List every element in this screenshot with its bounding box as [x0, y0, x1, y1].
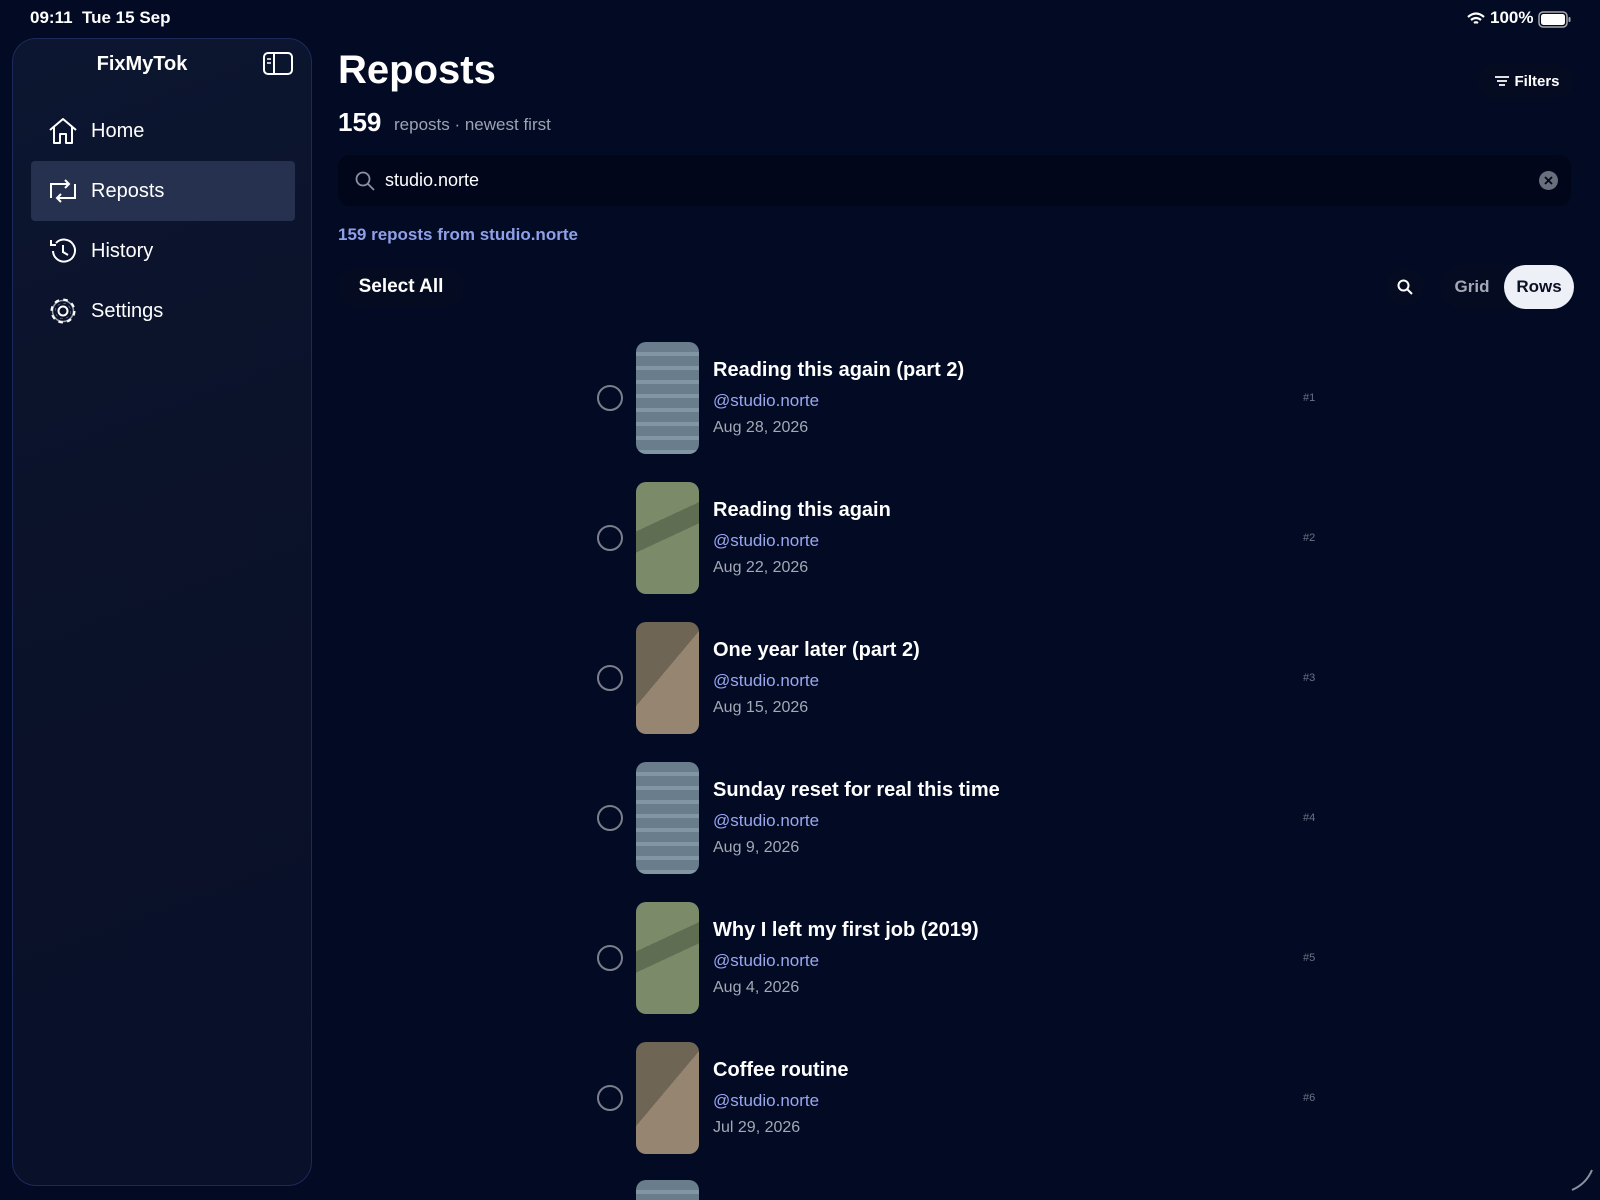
page-title: Reposts — [338, 48, 496, 92]
repost-handle: @studio.norte — [713, 1091, 820, 1110]
repost-icon — [50, 179, 76, 203]
select-radio[interactable] — [597, 805, 623, 831]
thumbnail[interactable] — [636, 1042, 699, 1154]
nav-item[interactable]: Reposts — [31, 161, 295, 221]
repost-count: 159 — [338, 107, 382, 137]
history-icon — [50, 238, 76, 263]
nav-label: History — [91, 239, 154, 262]
repost-index: #4 — [1303, 812, 1316, 824]
repost-index: #2 — [1303, 532, 1316, 544]
app-name: FixMyTok — [96, 53, 188, 75]
wifi-icon — [1467, 12, 1485, 24]
sidebar-toggle[interactable] — [262, 51, 294, 77]
thumbnail[interactable] — [636, 902, 699, 1014]
select-radio[interactable] — [597, 385, 623, 411]
search-query: studio.norte — [385, 170, 480, 190]
subtitle: reposts · newest first — [394, 115, 551, 134]
view-toggle: Grid Rows — [1440, 265, 1574, 309]
status-date: Tue 15 Sep — [82, 8, 171, 27]
thumbnail[interactable] — [636, 482, 699, 594]
settings-icon — [50, 298, 76, 324]
repost-date: Aug 4, 2026 — [713, 979, 800, 996]
search-icon — [355, 171, 375, 191]
nav-label: Settings — [91, 299, 164, 322]
repost-title[interactable]: Reading this again (part 2) — [713, 359, 965, 381]
repost-index: #3 — [1303, 672, 1316, 684]
status-time: 09:11 — [30, 8, 73, 27]
repost-handle: @studio.norte — [713, 811, 820, 830]
home-icon — [49, 118, 77, 144]
battery-icon — [1538, 11, 1571, 28]
nav-label: Reposts — [91, 179, 165, 202]
select-radio[interactable] — [597, 525, 623, 551]
thumbnail[interactable] — [636, 622, 699, 734]
repost-date: Aug 15, 2026 — [713, 699, 809, 716]
repost-title[interactable]: One year later (part 2) — [713, 639, 920, 661]
repost-index: #1 — [1303, 392, 1316, 404]
repost-handle: @studio.norte — [713, 531, 820, 550]
repost-title[interactable]: Sunday reset for real this time — [713, 779, 1000, 801]
select-radio[interactable] — [597, 945, 623, 971]
view-option-active[interactable]: Rows — [1504, 265, 1574, 309]
repost-title[interactable]: Coffee routine — [713, 1059, 849, 1081]
repost-handle: @studio.norte — [713, 671, 820, 690]
repost-date: Aug 9, 2026 — [713, 839, 800, 856]
repost-title[interactable]: Reading this again — [713, 499, 891, 521]
repost-handle: @studio.norte — [713, 951, 820, 970]
select-radio[interactable] — [597, 665, 623, 691]
repost-date: Aug 28, 2026 — [713, 419, 809, 436]
thumbnail[interactable] — [636, 342, 699, 454]
thumbnail[interactable] — [636, 762, 699, 874]
thumbnail — [636, 1180, 699, 1200]
nav-label: Home — [91, 119, 145, 142]
nav-item[interactable]: Home — [31, 101, 295, 161]
repost-date: Jul 29, 2026 — [713, 1119, 801, 1136]
nav-item[interactable]: Settings — [31, 281, 295, 341]
repost-title[interactable]: Why I left my first job (2019) — [713, 919, 979, 941]
filters-button[interactable]: Filters — [1478, 64, 1574, 98]
clear-search[interactable] — [1538, 170, 1559, 191]
repost-index: #5 — [1303, 952, 1316, 964]
search-toggle[interactable] — [1386, 268, 1424, 306]
result-summary: 159 reposts from studio.norte — [338, 225, 578, 244]
repost-index: #6 — [1303, 1092, 1316, 1104]
battery-percent: 100% — [1490, 8, 1534, 27]
scroll-indicator — [1571, 1169, 1593, 1191]
select-all-button[interactable]: Select All — [338, 267, 464, 307]
search-icon — [1397, 279, 1413, 295]
filters-label: Filters — [1514, 72, 1560, 90]
repost-handle: @studio.norte — [713, 391, 820, 410]
view-option[interactable]: Grid — [1454, 277, 1490, 296]
nav-item[interactable]: History — [31, 221, 295, 281]
sidebar: FixMyTok Home Reposts History Settings — [12, 38, 312, 1186]
select-radio[interactable] — [597, 1085, 623, 1111]
filter-icon — [1495, 76, 1510, 86]
search-bar[interactable]: studio.norte — [338, 155, 1571, 206]
repost-date: Aug 22, 2026 — [713, 559, 809, 576]
